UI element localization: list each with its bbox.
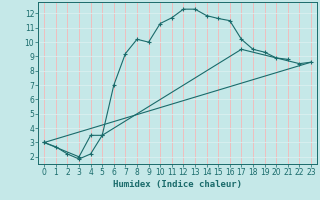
X-axis label: Humidex (Indice chaleur): Humidex (Indice chaleur) xyxy=(113,180,242,189)
